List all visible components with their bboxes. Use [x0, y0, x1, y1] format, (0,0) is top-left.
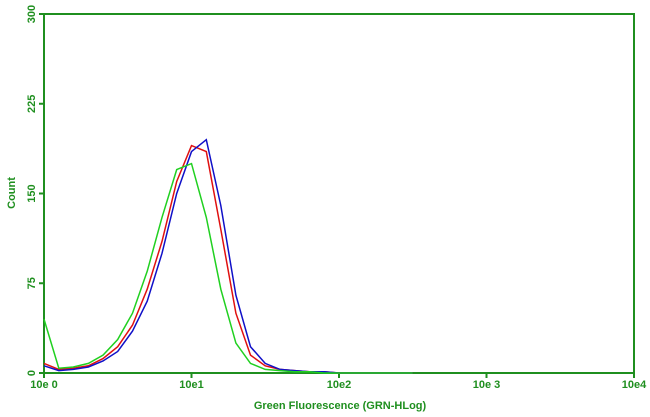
y-tick-label: 0 — [26, 370, 38, 376]
x-tick-label: 10e1 — [179, 379, 203, 391]
series-line — [43, 162, 413, 374]
x-axis-label: Green Fluorescence (GRN-HLog) — [254, 400, 427, 412]
y-tick-label: 150 — [26, 184, 38, 202]
x-tick-label: 10e 0 — [30, 379, 58, 391]
x-tick-label: 10e4 — [622, 379, 647, 391]
x-tick-label: 10e2 — [327, 379, 351, 391]
y-axis-label: Count — [6, 177, 18, 209]
y-tick-label: 300 — [26, 5, 38, 23]
y-tick-label: 225 — [26, 95, 38, 113]
x-tick-label: 10e 3 — [473, 379, 501, 391]
y-tick-label: 75 — [26, 277, 38, 289]
